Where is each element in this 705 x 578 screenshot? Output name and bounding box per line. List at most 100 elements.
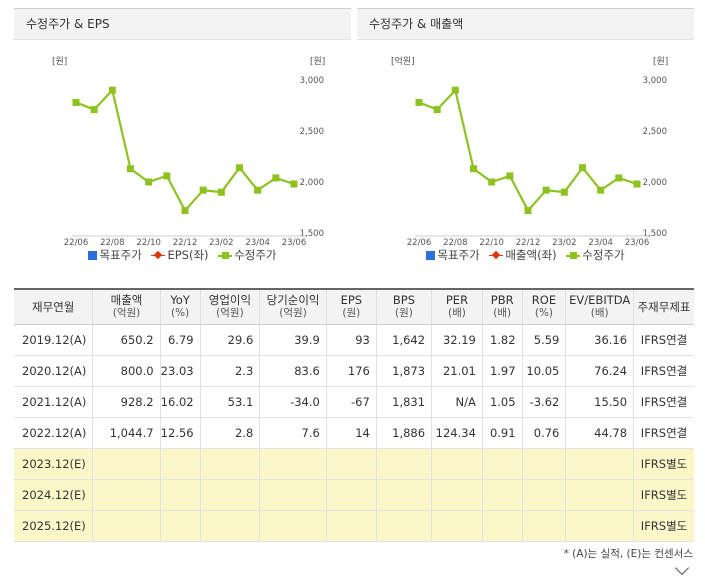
data-point[interactable] <box>108 86 116 94</box>
legend-adjusted-price[interactable]: 수정주가 <box>566 248 625 262</box>
table-cell <box>159 510 201 542</box>
table-cell <box>431 448 483 480</box>
data-point[interactable] <box>254 186 262 194</box>
column-header-unit: (배) <box>493 307 512 319</box>
table-cell <box>199 479 260 511</box>
data-point[interactable] <box>524 207 532 215</box>
blue-square-icon <box>426 251 436 260</box>
chart-panel-revenue: 수정주가 & 매출액 [억원] [원] 3,000 2,500 2,000 1,500 22… <box>357 8 694 273</box>
table-cell: 7.6 <box>259 417 327 449</box>
table-cell: 32.19 <box>431 324 483 356</box>
data-point[interactable] <box>272 174 280 182</box>
data-point[interactable] <box>90 106 98 114</box>
x-tick-label: 23/02 <box>209 238 234 248</box>
table-cell: 23.03 <box>159 355 201 387</box>
blue-square-icon <box>88 251 98 260</box>
table-cell <box>92 510 161 542</box>
data-point[interactable] <box>488 178 496 186</box>
table-cell: 39.9 <box>259 324 327 356</box>
column-header-label: PER <box>445 293 469 307</box>
column-header-unit: (배) <box>448 307 466 319</box>
table-cell <box>325 479 377 511</box>
data-point[interactable] <box>127 165 134 173</box>
table-cell: 1,831 <box>375 386 432 418</box>
data-point[interactable] <box>451 86 459 94</box>
legend-eps[interactable]: EPS(좌) <box>151 248 209 262</box>
y-tick-label: 2,000 <box>643 178 667 188</box>
column-header: YoY (%) <box>159 289 201 325</box>
data-point[interactable] <box>163 172 171 180</box>
data-point[interactable] <box>290 180 298 188</box>
data-point[interactable] <box>199 186 207 194</box>
table-row: 2022.12(A) 1,044.7 12.56 2.8 7.6 14 1,886 124.3… <box>14 417 694 449</box>
column-header-label: 당기순이익 <box>266 293 320 307</box>
data-point[interactable] <box>217 188 225 196</box>
table-cell: 1,642 <box>375 324 432 356</box>
table-cell <box>325 510 377 542</box>
data-point[interactable] <box>415 98 423 106</box>
data-point[interactable] <box>181 207 189 215</box>
data-point[interactable] <box>506 172 514 180</box>
legend-adjusted-price[interactable]: 수정주가 <box>218 248 277 262</box>
table-cell: 1.97 <box>481 355 523 387</box>
table-cell: 2023.12(E) <box>14 448 93 480</box>
price-revenue-chart: [억원] [원] 3,000 2,500 2,000 1,500 22/06 22/08 22/… <box>391 55 668 248</box>
column-header-label: 영업이익 <box>208 293 252 307</box>
column-header: PBR (배) <box>481 289 523 325</box>
chart-panel-eps: 수정주가 & EPS [원] [원] 3,000 2,500 2,000 1,500 22/… <box>14 8 351 273</box>
y-tick-label: 3,000 <box>643 76 667 86</box>
column-header-unit: (억원) <box>279 307 307 319</box>
data-point[interactable] <box>72 98 80 106</box>
column-header-unit: (%) <box>534 307 554 319</box>
column-header-unit: (원) <box>395 307 413 319</box>
column-header: EPS (원) <box>325 289 377 325</box>
table-cell: 0.91 <box>481 417 523 449</box>
column-header-unit: (억원) <box>112 307 141 319</box>
legend-revenue[interactable]: 매출액(좌) <box>489 248 557 262</box>
data-point[interactable] <box>615 174 623 182</box>
y-tick-label: 2,500 <box>643 127 667 137</box>
legend-target-price[interactable]: 목표주가 <box>88 248 142 262</box>
table-cell: IFRS연결 <box>633 355 694 387</box>
right-axis-unit: [원] <box>653 56 668 67</box>
data-point[interactable] <box>145 178 153 186</box>
data-point[interactable] <box>597 186 605 194</box>
table-cell: 928.2 <box>92 386 161 418</box>
table-cell <box>199 448 260 480</box>
data-point[interactable] <box>579 164 586 172</box>
chevron-down-icon[interactable] <box>674 560 690 576</box>
green-square-icon <box>566 251 581 260</box>
table-cell: N/A <box>431 386 483 418</box>
table-cell: IFRS별도 <box>633 510 694 542</box>
table-cell: 93 <box>325 324 377 356</box>
data-point[interactable] <box>433 106 441 114</box>
column-header-label: YoY <box>170 293 190 307</box>
column-header: 영업이익 (억원) <box>199 289 260 325</box>
data-point[interactable] <box>542 186 550 194</box>
table-cell: 2021.12(A) <box>14 386 93 418</box>
chart-title: 수정주가 & EPS <box>14 9 351 40</box>
table-cell: 1,873 <box>375 355 432 387</box>
x-tick-label: 22/10 <box>479 238 504 248</box>
table-cell: 29.6 <box>199 324 260 356</box>
chart-legend: 목표주가 매출액(좌) 수정주가 <box>357 247 694 263</box>
x-tick-label: 23/06 <box>625 238 650 248</box>
table-cell <box>521 479 566 511</box>
table-cell <box>521 448 566 480</box>
red-diamond-icon <box>151 251 166 260</box>
data-point[interactable] <box>236 164 243 172</box>
x-tick-label: 23/04 <box>588 238 613 248</box>
table-cell <box>259 448 327 480</box>
legend-target-price[interactable]: 목표주가 <box>426 248 480 262</box>
table-cell <box>375 510 432 542</box>
data-point[interactable] <box>470 165 477 173</box>
table-cell <box>431 510 483 542</box>
table-cell: 2020.12(A) <box>14 355 93 387</box>
data-point[interactable] <box>560 188 568 196</box>
x-tick-label: 22/06 <box>64 238 89 248</box>
table-cell <box>565 479 634 511</box>
data-point[interactable] <box>633 180 641 188</box>
table-cell: 650.2 <box>92 324 161 356</box>
column-header-unit: (%) <box>171 307 190 319</box>
column-header: 당기순이익 (억원) <box>259 289 327 325</box>
